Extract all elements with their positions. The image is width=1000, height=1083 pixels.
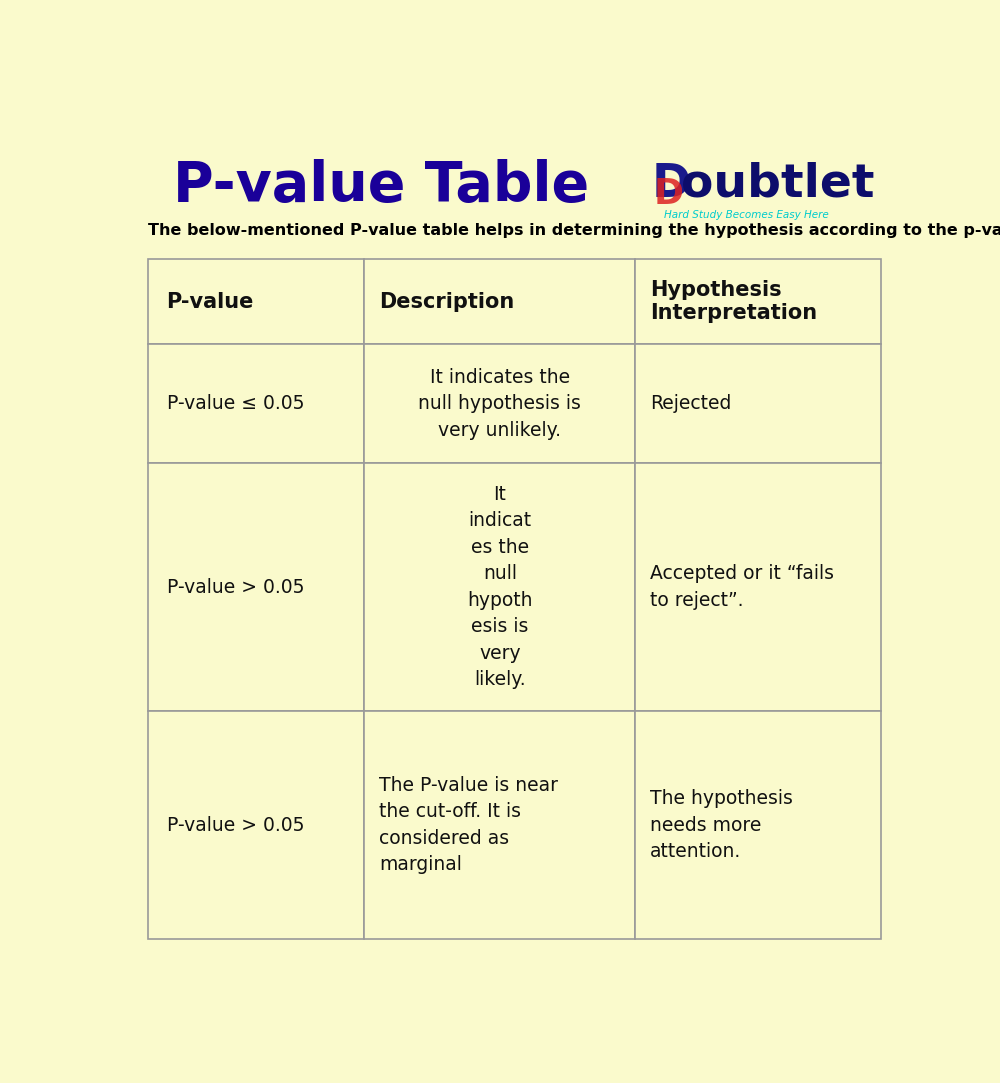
Text: P-value ≤ 0.05: P-value ≤ 0.05 [167,394,304,413]
Text: Hypothesis
Interpretation: Hypothesis Interpretation [650,280,817,324]
Text: It
indicat
es the
null
hypoth
esis is
very
likely.: It indicat es the null hypoth esis is ve… [467,485,533,690]
Bar [364,712,635,939]
Bar [148,712,364,939]
Text: Hard Study Becomes Easy Here: Hard Study Becomes Easy Here [664,210,828,220]
Text: Rejected: Rejected [650,394,731,413]
Text: D: D [652,161,691,207]
Bar [148,259,364,344]
Text: oubtlet: oubtlet [681,161,875,207]
Text: It indicates the
null hypothesis is
very unlikely.: It indicates the null hypothesis is very… [418,367,581,440]
Text: P-value > 0.05: P-value > 0.05 [167,577,304,597]
Bar [635,712,881,939]
Bar [148,344,364,464]
Bar [364,259,635,344]
Text: P-value > 0.05: P-value > 0.05 [167,815,304,835]
Text: Description: Description [379,291,514,312]
Bar [635,464,881,712]
Bar [364,344,635,464]
Text: The hypothesis
needs more
attention.: The hypothesis needs more attention. [650,790,793,861]
Text: D: D [654,177,684,211]
Text: P-value: P-value [167,291,254,312]
Bar [148,464,364,712]
Bar [635,259,881,344]
Bar [364,464,635,712]
Text: P-value Table: P-value Table [173,159,589,213]
Text: Accepted or it “fails
to reject”.: Accepted or it “fails to reject”. [650,564,834,610]
Text: The below-mentioned P-value table helps in determining the hypothesis according : The below-mentioned P-value table helps … [148,223,1000,238]
Bar [635,344,881,464]
Text: The P-value is near
the cut-off. It is
considered as
marginal: The P-value is near the cut-off. It is c… [379,775,558,874]
